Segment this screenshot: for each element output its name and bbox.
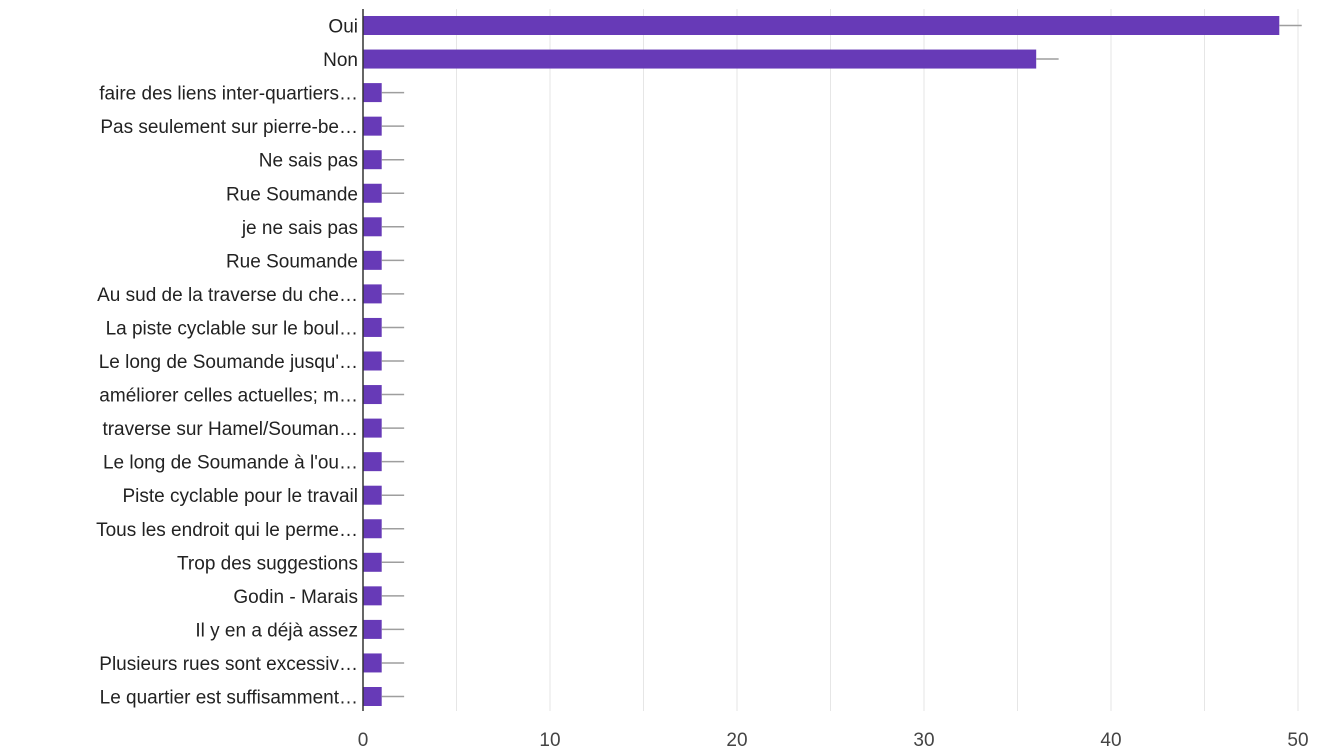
bar bbox=[363, 687, 382, 706]
x-tick-label: 20 bbox=[726, 730, 747, 751]
bar bbox=[363, 519, 382, 539]
category-label: Oui bbox=[328, 17, 358, 38]
category-label: Plusieurs rues sont excessiv… bbox=[99, 654, 358, 675]
category-label: Piste cyclable pour le travail bbox=[123, 486, 359, 507]
x-tick-label: 10 bbox=[539, 730, 560, 751]
category-label: je ne sais pas bbox=[241, 218, 358, 239]
bar bbox=[363, 653, 382, 673]
category-label: Non bbox=[323, 50, 358, 71]
x-tick-label: 30 bbox=[913, 730, 934, 751]
grid-layer bbox=[456, 9, 1299, 711]
bar bbox=[363, 619, 382, 639]
category-label: Godin - Marais bbox=[233, 587, 358, 608]
category-label: Ne sais pas bbox=[259, 151, 358, 172]
bar bbox=[363, 284, 382, 304]
category-label: Tous les endroit qui le perme… bbox=[96, 520, 358, 541]
category-label: améliorer celles actuelles; m… bbox=[99, 386, 358, 407]
bar bbox=[363, 116, 382, 136]
bar bbox=[363, 183, 382, 203]
category-label: Il y en a déjà assez bbox=[195, 620, 358, 641]
bar bbox=[363, 217, 382, 237]
bar bbox=[363, 418, 382, 438]
bar bbox=[363, 83, 382, 103]
category-label: traverse sur Hamel/Souman… bbox=[102, 419, 358, 440]
x-tick-label: 50 bbox=[1287, 730, 1308, 751]
category-label: Le long de Soumande jusqu'… bbox=[99, 352, 358, 373]
bar-layer bbox=[363, 16, 1280, 706]
bar bbox=[363, 16, 1280, 35]
bar bbox=[363, 552, 382, 572]
bar bbox=[363, 49, 1037, 69]
bar bbox=[363, 250, 382, 270]
error-bar-layer bbox=[381, 24, 1302, 698]
bar bbox=[363, 385, 382, 405]
category-label: Le long de Soumande à l'ou… bbox=[103, 453, 358, 474]
category-label: Trop des suggestions bbox=[177, 553, 358, 574]
bar bbox=[363, 351, 382, 371]
category-label: Rue Soumande bbox=[226, 184, 358, 205]
bar bbox=[363, 317, 382, 337]
x-tick-label-layer: 0 10 20 30 40 50 bbox=[358, 730, 1309, 751]
category-label: Pas seulement sur pierre-be… bbox=[100, 117, 358, 138]
category-label: Le quartier est suffisamment… bbox=[100, 688, 358, 709]
category-label-layer: Oui Non faire des liens inter-quartiers… Pa… bbox=[96, 17, 358, 709]
category-label: Rue Soumande bbox=[226, 251, 358, 272]
bar bbox=[363, 586, 382, 606]
category-label: La piste cyclable sur le boul… bbox=[106, 318, 358, 339]
bar bbox=[363, 452, 382, 472]
bar bbox=[363, 485, 382, 505]
x-tick-label: 0 bbox=[358, 730, 369, 751]
x-tick-label: 40 bbox=[1100, 730, 1121, 751]
category-label: faire des liens inter-quartiers… bbox=[99, 84, 358, 105]
category-label: Au sud de la traverse du che… bbox=[97, 285, 358, 306]
bar bbox=[363, 150, 382, 170]
